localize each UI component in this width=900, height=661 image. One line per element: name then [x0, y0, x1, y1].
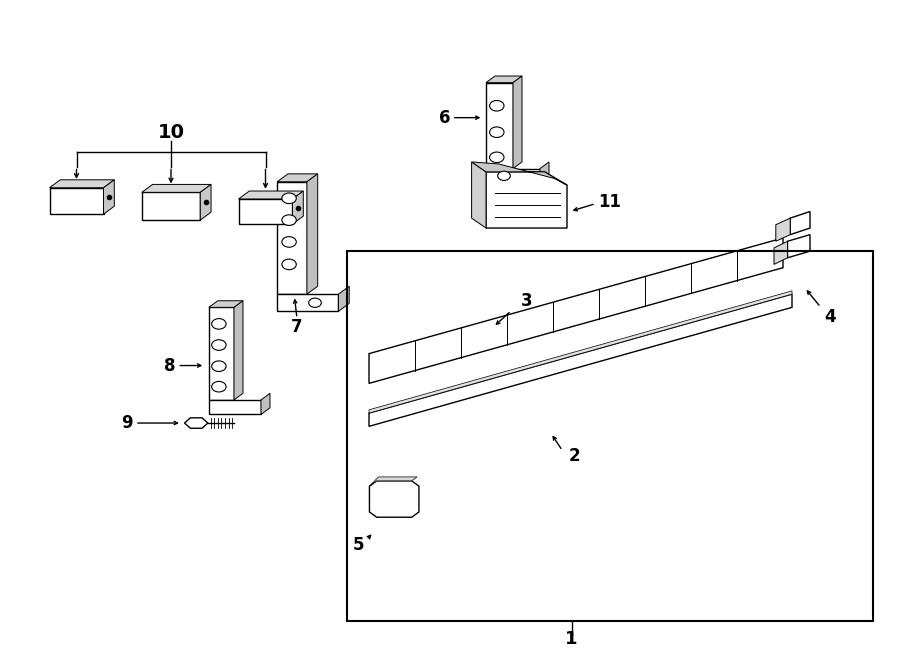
Polygon shape [238, 191, 303, 199]
Polygon shape [369, 477, 418, 486]
Polygon shape [234, 301, 243, 400]
Text: 11: 11 [598, 192, 622, 211]
Polygon shape [486, 169, 540, 183]
Circle shape [282, 237, 296, 247]
Polygon shape [486, 76, 522, 83]
Circle shape [490, 100, 504, 111]
Polygon shape [277, 294, 338, 311]
Text: 2: 2 [569, 447, 580, 465]
Text: 10: 10 [158, 123, 184, 141]
Polygon shape [776, 218, 790, 241]
Text: 3: 3 [521, 292, 532, 310]
Text: 7: 7 [292, 318, 302, 336]
Polygon shape [486, 83, 513, 169]
Circle shape [309, 298, 321, 307]
Polygon shape [50, 188, 104, 214]
Polygon shape [261, 393, 270, 414]
Polygon shape [307, 174, 318, 294]
Polygon shape [540, 162, 549, 183]
Polygon shape [790, 212, 810, 235]
Polygon shape [369, 481, 419, 517]
Polygon shape [369, 294, 792, 426]
Circle shape [498, 171, 510, 180]
Circle shape [282, 193, 296, 204]
Text: 6: 6 [438, 108, 450, 127]
Text: 4: 4 [824, 308, 836, 327]
Bar [346, 251, 873, 621]
Polygon shape [209, 307, 234, 400]
Polygon shape [369, 291, 792, 413]
Circle shape [212, 361, 226, 371]
Polygon shape [277, 174, 318, 182]
Circle shape [282, 215, 296, 225]
Polygon shape [238, 199, 292, 224]
Polygon shape [200, 184, 211, 220]
Circle shape [490, 152, 504, 163]
Polygon shape [486, 172, 567, 228]
Text: 8: 8 [164, 356, 176, 375]
Polygon shape [142, 184, 211, 192]
Polygon shape [788, 235, 810, 258]
Circle shape [282, 259, 296, 270]
Polygon shape [292, 191, 303, 224]
Text: 5: 5 [353, 536, 364, 555]
Text: 9: 9 [122, 414, 133, 432]
Polygon shape [50, 180, 114, 188]
Circle shape [212, 319, 226, 329]
Polygon shape [277, 182, 307, 294]
Polygon shape [472, 162, 486, 228]
Polygon shape [209, 400, 261, 414]
Circle shape [212, 381, 226, 392]
Polygon shape [209, 301, 243, 307]
Polygon shape [338, 286, 349, 311]
Circle shape [490, 127, 504, 137]
Polygon shape [513, 76, 522, 169]
Circle shape [212, 340, 226, 350]
Polygon shape [142, 192, 200, 220]
Polygon shape [104, 180, 114, 214]
Text: 1: 1 [565, 630, 578, 648]
Polygon shape [369, 238, 783, 383]
Polygon shape [774, 241, 788, 264]
Polygon shape [472, 162, 567, 185]
Polygon shape [184, 418, 208, 428]
